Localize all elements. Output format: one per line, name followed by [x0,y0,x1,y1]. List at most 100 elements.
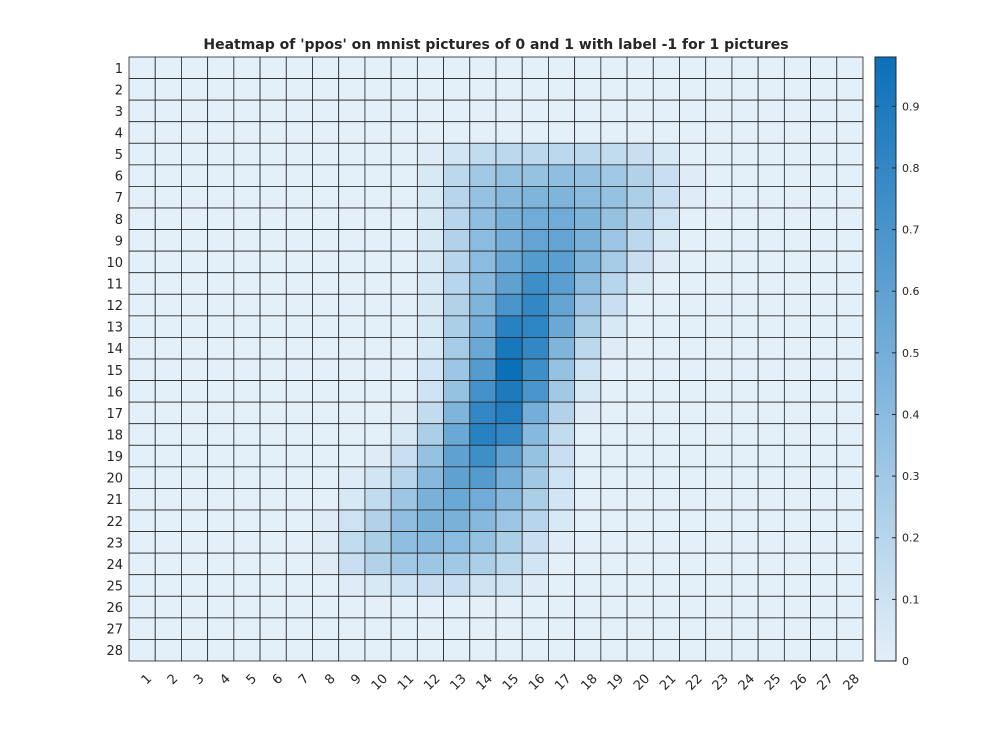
heatmap-cell-r8-c23 [705,207,733,230]
heatmap-cell-r20-c27 [810,466,838,489]
heatmap-cell-r4-c3 [181,121,209,144]
heatmap-cell-r8-c25 [757,207,785,230]
x-tick-label: 26 [788,671,810,693]
heatmap-cell-r20-c12 [416,466,444,489]
heatmap-cell-r27-c25 [757,617,785,640]
heatmap-cell-r23-c1 [128,531,156,554]
heatmap-cell-r13-c12 [416,315,444,338]
heatmap-cell-r12-c10 [364,293,392,317]
heatmap-cell-r12-c26 [783,293,811,317]
heatmap-cell-r2-c23 [705,78,733,101]
heatmap-cell-r16-c5 [233,380,261,403]
heatmap-cell-r6-c7 [285,164,313,187]
heatmap-cell-r4-c10 [364,121,392,144]
heatmap-cell-r16-c11 [390,380,418,403]
heatmap-cell-r19-c28 [836,444,864,468]
heatmap-cell-r2-c22 [679,78,707,101]
heatmap-cell-r13-c2 [154,315,182,338]
heatmap-cell-r18-c3 [181,423,209,446]
heatmap-cell-r20-c7 [285,466,313,489]
y-tick-label: 22 [106,515,123,530]
colorbar-tick-label: 0.6 [902,285,920,298]
heatmap-cell-r8-c14 [469,207,497,230]
heatmap-cell-r10-c26 [783,250,811,274]
heatmap-cell-r21-c27 [810,488,838,511]
heatmap-cell-r6-c19 [600,164,628,187]
heatmap-cell-r15-c21 [652,358,680,381]
colorbar-tick-label: 0.2 [902,532,920,545]
colorbar-tick-label: 0.9 [902,100,920,113]
heatmap-cell-r11-c12 [416,272,444,295]
heatmap-cell-r12-c25 [757,293,785,317]
heatmap-cell-r3-c13 [443,99,471,123]
heatmap-cell-r3-c20 [626,99,654,123]
heatmap-cell-r7-c21 [652,186,680,209]
heatmap-cell-r1-c6 [259,56,287,79]
heatmap-cell-r19-c20 [626,444,654,468]
heatmap-cell-r10-c19 [600,250,628,274]
heatmap-cell-r17-c17 [548,401,576,425]
heatmap-cell-r27-c18 [574,617,602,640]
heatmap-cell-r9-c13 [443,229,471,252]
heatmap-cell-r9-c2 [154,229,182,252]
heatmap-cell-r2-c15 [495,78,523,101]
heatmap-cell-r12-c22 [679,293,707,317]
heatmap-cell-r19-c4 [207,444,235,468]
heatmap-cell-r15-c24 [731,358,759,381]
heatmap-cell-r17-c25 [757,401,785,425]
heatmap-cell-r16-c2 [154,380,182,403]
heatmap-cell-r25-c4 [207,574,235,597]
heatmap-cell-r12-c23 [705,293,733,317]
heatmap-cell-r24-c7 [285,552,313,576]
heatmap-cell-r8-c28 [836,207,864,230]
heatmap-cell-r5-c14 [469,142,497,166]
heatmap-cell-r8-c21 [652,207,680,230]
heatmap-cell-r4-c5 [233,121,261,144]
heatmap-cell-r5-c17 [548,142,576,166]
y-tick-label: 14 [106,342,123,357]
heatmap-cell-r21-c10 [364,488,392,511]
heatmap-cell-r19-c13 [443,444,471,468]
y-tick-label: 2 [115,83,123,98]
heatmap-cell-r24-c21 [652,552,680,576]
heatmap-cell-r3-c26 [783,99,811,123]
heatmap-cell-r20-c28 [836,466,864,489]
heatmap-cell-r15-c26 [783,358,811,381]
heatmap-cell-r4-c20 [626,121,654,144]
heatmap-cell-r17-c24 [731,401,759,425]
heatmap-cell-r5-c1 [128,142,156,166]
heatmap-cell-r21-c5 [233,488,261,511]
heatmap-cell-r2-c3 [181,78,209,101]
heatmap-cell-r25-c10 [364,574,392,597]
heatmap-cell-r17-c13 [443,401,471,425]
heatmap-cell-r22-c8 [312,509,340,532]
heatmap-cell-r9-c5 [233,229,261,252]
heatmap-cell-r16-c10 [364,380,392,403]
heatmap-cell-r28-c25 [757,639,785,662]
heatmap-cell-r13-c25 [757,315,785,338]
heatmap-cell-r16-c13 [443,380,471,403]
heatmap-cell-r17-c26 [783,401,811,425]
heatmap-cell-r10-c25 [757,250,785,274]
heatmap-cell-r15-c25 [757,358,785,381]
heatmap-cell-r19-c14 [469,444,497,468]
heatmap-cell-r26-c12 [416,595,444,619]
heatmap-cell-r8-c16 [521,207,549,230]
heatmap-cell-r2-c28 [836,78,864,101]
heatmap-cell-r2-c12 [416,78,444,101]
heatmap-cell-r25-c6 [259,574,287,597]
heatmap-cell-r17-c4 [207,401,235,425]
heatmap-cell-r24-c10 [364,552,392,576]
heatmap-cells [128,56,864,662]
heatmap-cell-r17-c12 [416,401,444,425]
heatmap-cell-r9-c27 [810,229,838,252]
heatmap-cell-r22-c22 [679,509,707,532]
y-tick-label: 17 [106,407,123,422]
heatmap-cell-r24-c3 [181,552,209,576]
heatmap-cell-r4-c6 [259,121,287,144]
heatmap-cell-r11-c5 [233,272,261,295]
heatmap-cell-r14-c19 [600,337,628,360]
heatmap-cell-r2-c8 [312,78,340,101]
colorbar-tick-label: 0.8 [902,162,920,175]
heatmap-cell-r28-c18 [574,639,602,662]
